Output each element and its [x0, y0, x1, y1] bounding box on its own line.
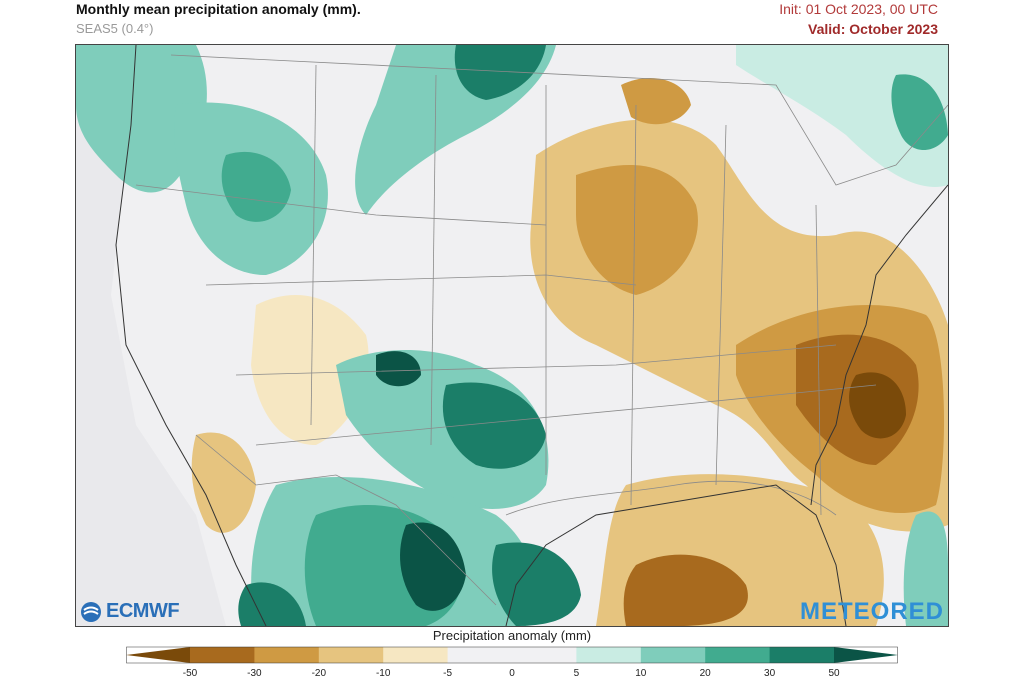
ecmwf-icon [81, 601, 101, 622]
colorbar-label: Precipitation anomaly (mm) [432, 628, 592, 643]
ecmwf-logo-text: ECMWF [106, 600, 180, 622]
model-subtitle: SEAS5 (0.4°) [76, 21, 154, 36]
colorbar-tick-label: -50 [182, 668, 198, 679]
chart-title: Monthly mean precipitation anomaly (mm). [76, 1, 361, 17]
colorbar-cell [190, 647, 255, 663]
colorbar-low-arrow [126, 647, 190, 663]
colorbar-cell [640, 647, 706, 663]
colorbar-high-arrow [834, 647, 898, 663]
init-time: Init: 01 Oct 2023, 00 UTC [779, 1, 938, 17]
pacific-region [76, 45, 226, 626]
colorbar-cell [576, 647, 642, 663]
ecmwf-logo: ECMWF [80, 600, 180, 623]
colorbar-cell [512, 647, 577, 663]
colorbar-cell [705, 647, 771, 663]
colorbar-tick-label: 30 [764, 668, 776, 679]
colorbar-cell [383, 647, 449, 663]
colorbar-frame [126, 646, 898, 664]
colorbar-tick-label: 0 [509, 668, 515, 679]
colorbar-cell [318, 647, 384, 663]
colorbar-cells [190, 647, 835, 663]
colorbar-tick-label: 50 [828, 668, 840, 679]
coastlines [115, 45, 948, 626]
colorbar-tick-label: -10 [375, 668, 391, 679]
meteored-logo: METEORED [799, 598, 944, 625]
colorbar-tick-label: 10 [635, 668, 647, 679]
anomaly-map [75, 44, 949, 627]
colorbar-tick-label: -5 [443, 668, 453, 679]
colorbar [126, 646, 898, 664]
colorbar-cell [769, 647, 835, 663]
state-borders [135, 54, 948, 606]
valid-time: Valid: October 2023 [808, 21, 938, 37]
wet-anomaly-areas [76, 45, 948, 626]
colorbar-cell [254, 647, 320, 663]
colorbar-tick-label: 5 [573, 668, 580, 679]
map-canvas [76, 45, 948, 626]
colorbar-cell [447, 647, 513, 663]
colorbar-tick-label: -30 [247, 668, 262, 679]
colorbar-tick-label: -20 [311, 668, 327, 679]
colorbar-tick-label: 20 [699, 668, 711, 679]
